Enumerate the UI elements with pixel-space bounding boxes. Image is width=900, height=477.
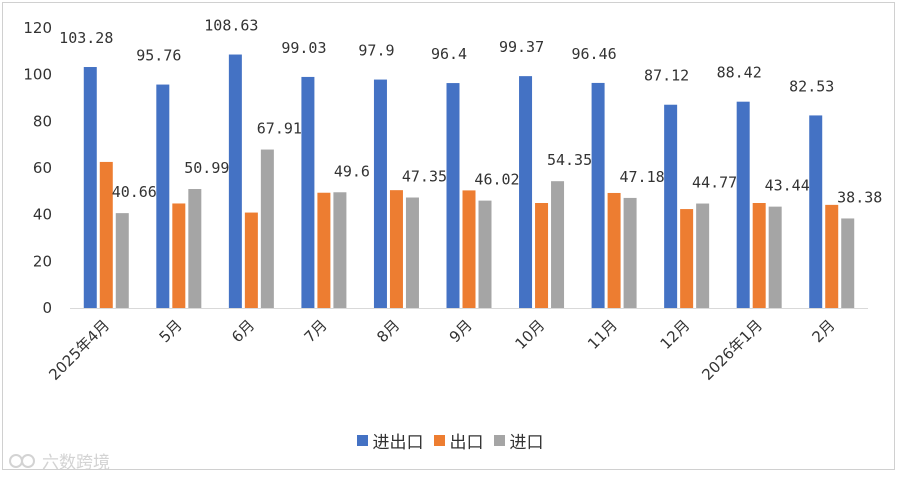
- bar: [841, 218, 855, 308]
- legend-label: 进口: [509, 433, 544, 453]
- bar: [115, 213, 129, 308]
- bar: [333, 192, 347, 308]
- watermark-logo-icon: [9, 453, 35, 468]
- bar: [83, 67, 97, 308]
- bar: [623, 197, 637, 308]
- bar: [172, 203, 186, 308]
- data-label: 54.35: [547, 151, 592, 169]
- legend-item: 进口: [493, 428, 544, 453]
- chart-frame: [2, 2, 895, 470]
- legend-label: 进出口: [372, 433, 424, 453]
- legend: 进出口 出口 进口: [0, 428, 900, 453]
- legend-swatch: [356, 435, 368, 446]
- bar: [317, 192, 331, 308]
- y-tick-label: 60: [33, 159, 52, 177]
- bar: [260, 149, 274, 308]
- legend-swatch: [433, 435, 445, 446]
- data-label: 49.6: [334, 162, 370, 180]
- y-tick-label: 0: [42, 299, 52, 317]
- bar: [446, 83, 460, 308]
- bar: [664, 104, 678, 308]
- data-label: 38.38: [837, 188, 882, 206]
- data-label: 108.63: [204, 17, 258, 35]
- bar: [389, 190, 403, 308]
- x-tick-label: 2025年4月: [45, 316, 113, 384]
- bar: [244, 212, 258, 308]
- y-tick-label: 20: [33, 252, 52, 270]
- x-tick-label: 5月: [156, 316, 186, 346]
- data-label: 99.03: [281, 39, 326, 57]
- data-label: 96.46: [572, 45, 617, 63]
- y-tick-label: 80: [33, 112, 52, 130]
- bar: [301, 76, 315, 309]
- bar: [478, 200, 492, 308]
- x-tick-label: 10月: [512, 316, 549, 353]
- data-label: 43.44: [765, 177, 810, 195]
- watermark-text: 六数跨境: [42, 453, 110, 473]
- bar: [591, 82, 605, 308]
- bar: [99, 161, 113, 308]
- y-tick-label: 40: [33, 206, 52, 224]
- x-tick-label: 6月: [228, 316, 258, 346]
- bar: [551, 181, 565, 308]
- data-label: 67.91: [257, 120, 302, 138]
- data-label: 46.02: [474, 171, 519, 189]
- data-label: 97.9: [358, 42, 394, 60]
- data-label: 82.53: [789, 77, 834, 95]
- data-label: 88.42: [717, 64, 762, 82]
- x-tick-label: 2026年1月: [698, 316, 766, 384]
- legend-swatch: [493, 435, 505, 446]
- bar: [696, 203, 710, 308]
- bar: [607, 192, 621, 308]
- data-label: 95.76: [136, 47, 181, 65]
- x-tick-label: 7月: [301, 316, 331, 346]
- bar: [188, 189, 202, 308]
- y-tick-label: 120: [23, 19, 52, 37]
- x-tick-label: 8月: [373, 316, 403, 346]
- legend-label: 出口: [449, 433, 484, 453]
- bar: [768, 206, 782, 308]
- bar: [736, 101, 750, 308]
- bar: [228, 54, 242, 308]
- legend-item: 出口: [433, 428, 484, 453]
- data-label: 47.18: [620, 168, 665, 186]
- bar: [373, 79, 387, 308]
- legend-item: 进出口: [356, 428, 424, 453]
- bar: [680, 209, 694, 308]
- bar: [156, 84, 170, 308]
- data-label: 87.12: [644, 67, 689, 85]
- bar: [809, 115, 823, 309]
- bar: [519, 76, 533, 309]
- bar: [535, 203, 549, 308]
- data-label: 44.77: [692, 174, 737, 192]
- x-tick-label: 2月: [808, 316, 838, 346]
- x-tick-label: 9月: [446, 316, 476, 346]
- x-tick-label: 12月: [657, 316, 694, 353]
- y-tick-label: 100: [23, 66, 52, 84]
- data-label: 50.99: [184, 159, 229, 177]
- bar: [405, 197, 419, 308]
- data-label: 47.35: [402, 168, 447, 186]
- data-label: 96.4: [431, 45, 467, 63]
- watermark: 六数跨境: [8, 448, 110, 473]
- bar: [825, 204, 839, 308]
- data-label: 103.28: [59, 29, 113, 47]
- x-tick-label: 11月: [584, 316, 621, 353]
- data-label: 99.37: [499, 38, 544, 56]
- bar: [752, 203, 766, 308]
- bar: [462, 190, 476, 308]
- data-label: 40.66: [112, 183, 157, 201]
